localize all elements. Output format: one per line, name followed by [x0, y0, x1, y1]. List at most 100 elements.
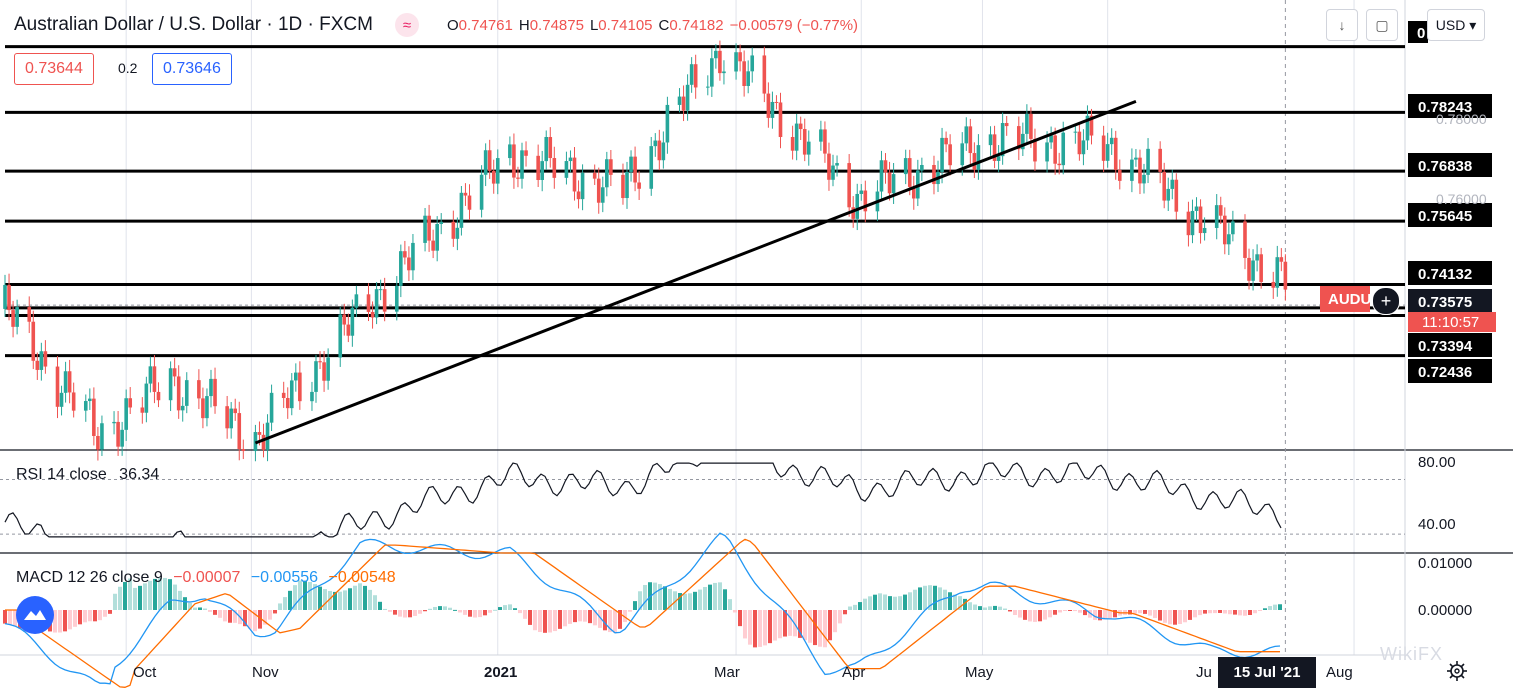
trend-line: [254, 99, 1137, 445]
candle-body: [770, 101, 775, 118]
macd-histogram-bar: [833, 610, 837, 633]
candle-body: [100, 423, 104, 450]
macd-histogram-bar: [1098, 610, 1102, 621]
candle-body: [827, 153, 831, 180]
macd-histogram-bar: [1178, 610, 1182, 624]
macd-hist-value: −0.00007: [173, 569, 241, 586]
candle-body: [225, 406, 229, 429]
candle-body: [265, 422, 270, 450]
price-axis-tick: 0.78000: [1436, 111, 1487, 127]
candle-body: [798, 123, 803, 130]
candle-body: [1146, 148, 1150, 175]
macd-histogram-bar: [183, 597, 187, 610]
macd-histogram-bar: [903, 594, 907, 610]
macd-histogram-bar: [593, 610, 597, 626]
crosshair-date-label: 15 Jul '21: [1218, 657, 1316, 688]
macd-histogram-bar: [413, 610, 417, 616]
macd-histogram-bar: [633, 601, 637, 610]
indicator-badge-icon[interactable]: ≈: [394, 13, 419, 37]
settings-gear-icon[interactable]: [1446, 660, 1468, 682]
candle-body: [350, 307, 355, 336]
rsi-axis-tick: 80.00: [1418, 454, 1456, 471]
macd-histogram-bar: [788, 610, 792, 636]
macd-histogram-bar: [213, 610, 217, 615]
candle-body: [213, 378, 217, 407]
macd-histogram-bar: [513, 608, 517, 610]
candle-body: [455, 227, 460, 239]
macd-histogram-bar: [623, 610, 627, 623]
rsi-axis-tick: 40.00: [1418, 516, 1456, 533]
download-arrow-icon[interactable]: ↓: [1326, 9, 1358, 41]
symbol-price-tag: AUDUSD: [1320, 286, 1370, 312]
macd-histogram-bar: [808, 610, 812, 643]
macd-histogram-bar: [383, 608, 387, 610]
macd-histogram-bar: [273, 610, 277, 614]
fullscreen-icon[interactable]: ▢: [1366, 9, 1398, 41]
macd-histogram-bar: [253, 610, 257, 632]
macd-histogram-bar: [223, 610, 227, 622]
macd-histogram-bar: [1053, 610, 1057, 615]
candle-body: [156, 391, 161, 401]
add-plus-icon[interactable]: +: [1372, 287, 1400, 315]
rsi-pane: [0, 462, 1405, 538]
candle-body: [1130, 159, 1134, 181]
price-label: 0.72436: [1418, 364, 1472, 381]
macd-histogram-bar: [683, 593, 687, 610]
macd-histogram-bar: [333, 591, 337, 610]
candle-body: [992, 134, 997, 161]
rsi-legend[interactable]: RSI 14 close 36.34: [16, 466, 159, 484]
sell-button[interactable]: 0.73644: [14, 53, 94, 85]
candle-body: [960, 143, 965, 166]
macd-histogram-bar: [503, 605, 507, 610]
macd-histogram-bar: [1133, 610, 1137, 614]
time-axis-label: Oct: [133, 664, 157, 681]
candle-body: [653, 140, 658, 147]
candle-body: [1255, 254, 1259, 261]
candle-body: [705, 86, 710, 88]
candle-body: [96, 435, 100, 450]
macd-histogram-bar: [573, 610, 577, 623]
macd-histogram-bar: [998, 606, 1002, 610]
macd-histogram-bar: [1258, 610, 1262, 611]
candle-body: [625, 171, 629, 199]
macd-histogram-bar: [343, 590, 347, 610]
candle-body: [855, 193, 860, 219]
candle-body: [435, 224, 439, 251]
candle-body: [944, 137, 948, 145]
tradingview-logo-icon[interactable]: [16, 596, 54, 634]
symbol-title[interactable]: Australian Dollar / U.S. Dollar · 1D · F…: [14, 14, 373, 35]
currency-select[interactable]: USD ▾: [1427, 9, 1485, 41]
price-label: 0.76838: [1418, 158, 1472, 175]
macd-histogram-bar: [888, 596, 892, 610]
ohlc-value: −0.00579 (−0.77%): [729, 16, 859, 34]
buy-button[interactable]: 0.73646: [152, 53, 232, 85]
macd-legend[interactable]: MACD 12 26 close 9 −0.00007 −0.00556 −0.…: [16, 569, 396, 587]
macd-histogram-bar: [423, 610, 427, 612]
candle-body: [677, 96, 682, 105]
macd-histogram-bar: [153, 578, 157, 610]
macd-histogram-bar: [843, 610, 847, 615]
ohlc-key: C: [658, 16, 670, 34]
candle-body: [665, 104, 670, 143]
candle-body: [572, 157, 577, 192]
macd-histogram-bar: [98, 610, 102, 621]
macd-histogram-bar: [1158, 610, 1162, 621]
candle-body: [427, 215, 431, 241]
candle-body: [1259, 254, 1263, 282]
macd-histogram-bar: [243, 610, 247, 627]
candle-body: [322, 362, 326, 381]
macd-histogram-bar: [448, 607, 452, 610]
macd-histogram-bar: [548, 610, 552, 633]
macd-histogram-bar: [553, 610, 557, 632]
candle-body: [88, 398, 92, 402]
candle-body: [83, 401, 88, 411]
ohlc-key: H: [518, 16, 530, 34]
candle-body: [11, 310, 15, 327]
macd-histogram-bar: [773, 610, 777, 641]
candle-body: [1158, 148, 1162, 172]
macd-histogram-bar: [323, 589, 327, 610]
candle-body: [1222, 215, 1227, 245]
countdown-box: [1408, 312, 1496, 332]
candle-body: [851, 207, 855, 219]
